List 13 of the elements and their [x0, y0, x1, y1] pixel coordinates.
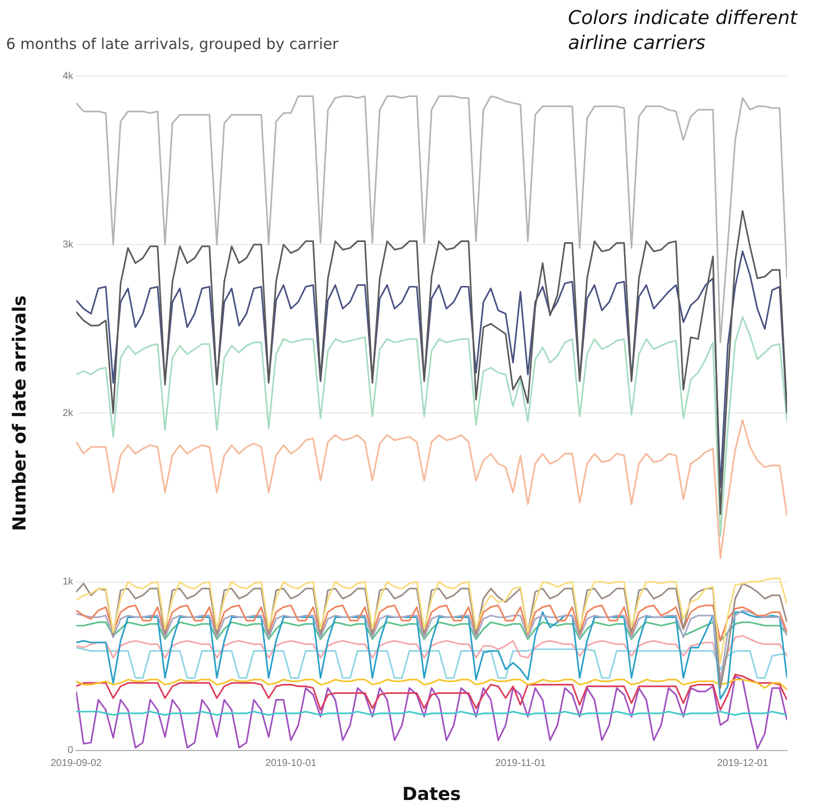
- y-tick-label: 3k: [62, 239, 74, 250]
- x-axis-title: Dates: [402, 784, 461, 805]
- y-axis-title: Number of late arrivals: [9, 295, 30, 531]
- x-tick-label: 2019-09-02: [50, 758, 102, 770]
- x-tick-label: 2019-10-01: [265, 758, 317, 770]
- x-tick-label: 2019-11-01: [495, 758, 546, 770]
- text: Colors indicate different airline carriers: [568, 6, 799, 56]
- chart-title: 6 months of late arrivals, grouped by carrier: [6, 34, 340, 53]
- y-tick-label: 4k: [62, 70, 74, 82]
- y-tick-label: 1k: [62, 576, 74, 588]
- y-tick-label: 0: [68, 745, 74, 756]
- x-tick-label: 2019-12-01: [716, 758, 769, 770]
- y-tick-label: 2k: [62, 408, 74, 419]
